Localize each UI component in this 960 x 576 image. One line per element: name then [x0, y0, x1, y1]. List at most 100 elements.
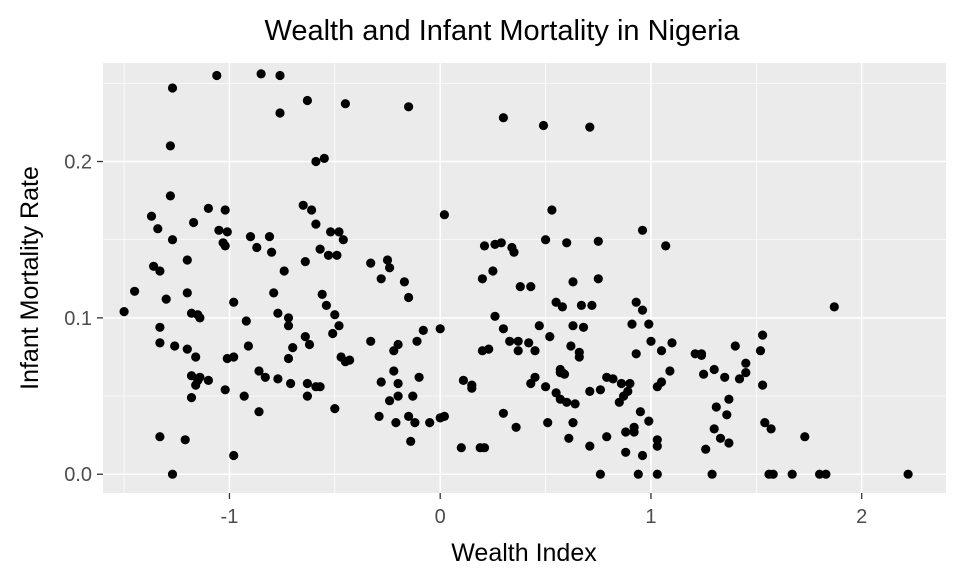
data-point — [787, 469, 797, 479]
data-point — [366, 258, 376, 268]
data-point — [191, 352, 201, 362]
data-point — [229, 450, 239, 461]
data-point — [711, 402, 721, 412]
data-point — [627, 319, 637, 329]
plot-panel — [103, 63, 946, 493]
data-point — [724, 394, 734, 404]
data-point — [766, 424, 776, 434]
data-point — [585, 122, 595, 132]
x-tick-label: 1 — [645, 506, 656, 528]
data-point — [191, 380, 201, 390]
data-point — [283, 353, 294, 364]
data-point — [385, 396, 395, 406]
data-point — [385, 263, 395, 273]
data-point — [269, 288, 279, 298]
data-point — [800, 432, 810, 442]
data-point — [621, 427, 631, 437]
data-point — [477, 274, 487, 284]
data-point — [559, 369, 570, 379]
data-point — [165, 141, 175, 151]
data-point — [633, 469, 643, 479]
data-point — [629, 427, 639, 437]
data-point — [302, 378, 312, 389]
data-point — [229, 297, 239, 307]
data-point — [254, 407, 264, 417]
data-point — [275, 70, 285, 81]
data-point — [302, 391, 312, 401]
data-point — [585, 441, 595, 451]
data-point — [566, 341, 576, 351]
data-point — [399, 277, 409, 287]
data-point — [391, 418, 401, 428]
data-point — [498, 113, 508, 123]
data-point — [488, 266, 498, 276]
data-point — [410, 418, 420, 428]
data-point — [551, 297, 561, 307]
data-point — [614, 397, 624, 407]
data-points — [119, 69, 913, 479]
data-point — [315, 382, 325, 392]
data-point — [509, 247, 519, 257]
data-point — [203, 203, 213, 213]
data-point — [330, 310, 340, 320]
data-point — [220, 241, 230, 251]
data-point — [498, 324, 508, 334]
data-point — [283, 321, 294, 331]
data-point — [903, 469, 913, 479]
data-point — [593, 236, 603, 246]
data-point — [170, 341, 180, 351]
data-point — [304, 339, 315, 350]
data-point — [222, 227, 232, 237]
data-point — [186, 371, 197, 381]
data-point — [526, 282, 536, 292]
data-point — [829, 302, 839, 312]
data-point — [195, 313, 205, 323]
data-point — [323, 250, 334, 260]
data-point — [652, 469, 662, 479]
data-point — [635, 407, 646, 417]
x-axis-ticks: -1 0 1 2 — [221, 493, 867, 528]
data-point — [637, 225, 648, 235]
data-point — [338, 235, 348, 245]
data-point — [646, 336, 656, 346]
data-point — [307, 205, 317, 215]
data-point — [182, 344, 192, 354]
data-point — [189, 217, 199, 228]
data-point — [273, 308, 283, 318]
data-point — [182, 288, 192, 298]
data-point — [167, 235, 178, 245]
data-point — [602, 432, 612, 442]
data-point — [404, 102, 414, 112]
data-point — [479, 443, 490, 453]
data-point — [768, 469, 778, 479]
data-point — [414, 372, 424, 382]
x-axis-title: Wealth Index — [451, 539, 597, 567]
data-point — [661, 241, 671, 251]
x-tick-label: 2 — [856, 506, 867, 528]
x-tick-label: -1 — [221, 506, 239, 528]
data-point — [722, 410, 732, 420]
data-point — [245, 232, 256, 242]
data-point — [260, 372, 270, 382]
data-point — [167, 83, 178, 93]
data-point — [279, 266, 289, 276]
data-point — [821, 469, 831, 479]
data-point — [755, 346, 766, 356]
chart-title: Wealth and Infant Mortality in Nigeria — [265, 15, 741, 47]
data-point — [241, 316, 251, 326]
data-point — [302, 95, 312, 106]
data-point — [330, 404, 340, 414]
data-point — [557, 302, 568, 312]
data-point — [376, 377, 386, 387]
data-point — [254, 366, 264, 376]
data-point — [621, 447, 631, 457]
data-point — [366, 336, 376, 346]
data-point — [541, 235, 551, 245]
data-point — [513, 336, 523, 346]
data-point — [656, 346, 667, 356]
data-point — [155, 266, 165, 276]
data-point — [543, 418, 553, 428]
data-point — [568, 418, 578, 428]
data-point — [534, 321, 544, 331]
data-point — [220, 205, 230, 215]
